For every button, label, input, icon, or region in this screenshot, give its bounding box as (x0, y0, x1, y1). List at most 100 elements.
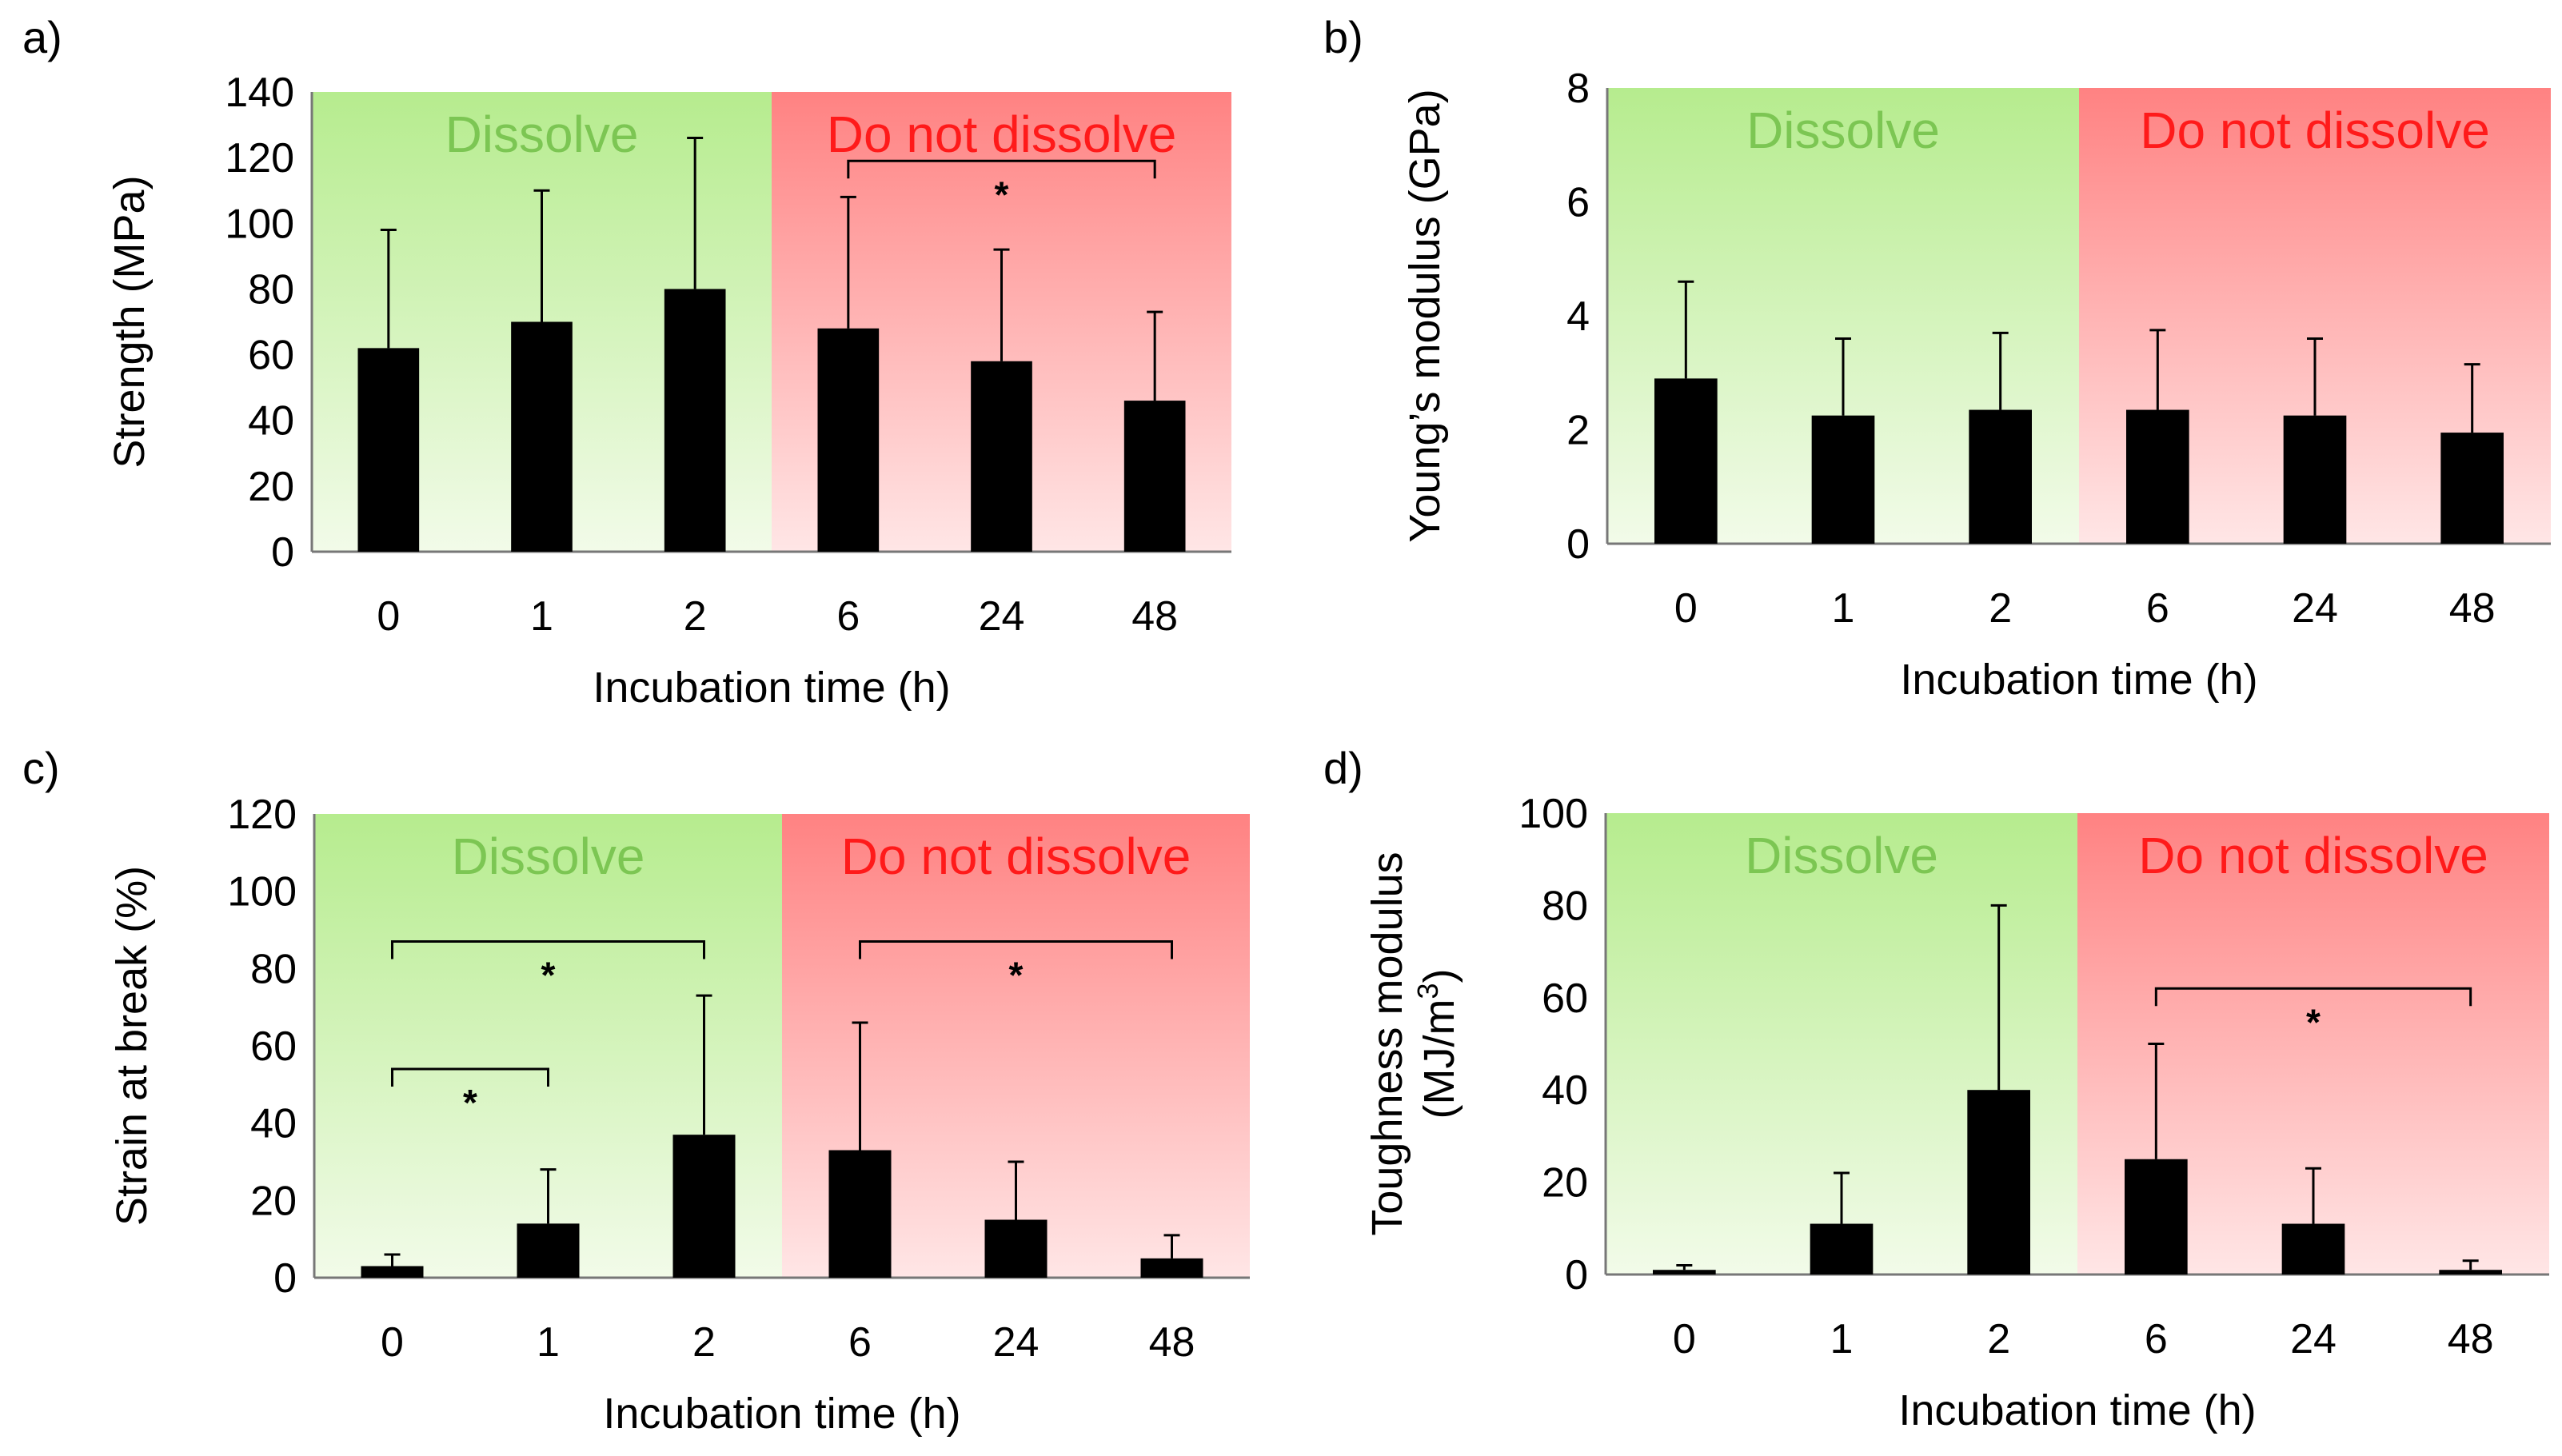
bar-48h (1123, 401, 1186, 552)
x-tick-label: 24 (993, 1319, 1040, 1366)
significance-star: * (541, 955, 556, 996)
y-tick-label: 0 (1565, 1252, 1588, 1298)
x-tick-label: 48 (2448, 1316, 2494, 1362)
y-tick-label: 60 (250, 1023, 297, 1070)
significance-bracket (391, 1067, 549, 1087)
x-tick-label: 6 (848, 1319, 872, 1366)
bar-24h (971, 361, 1032, 552)
panel-a: Dissolve Do not dissolve02040608010012014… (22, 12, 1231, 712)
x-tick-label: 2 (692, 1319, 716, 1366)
y-tick-label: 20 (248, 464, 294, 510)
dissolve-label: Dissolve (452, 828, 645, 885)
bar-2h (672, 1135, 736, 1278)
bar-2h (1969, 409, 2032, 544)
significance-star: * (463, 1082, 477, 1123)
y-tick-label: 6 (1566, 180, 1590, 226)
y-tick-label: 80 (1542, 883, 1588, 929)
significance-bracket (859, 940, 1173, 959)
y-tick-label: 0 (271, 529, 294, 576)
y-tick-label: 100 (225, 201, 294, 247)
x-axis-title: Incubation time (h) (603, 1390, 960, 1438)
significance-bracket (847, 159, 1156, 179)
bar-24h (2283, 415, 2347, 544)
y-tick-label: 0 (1566, 521, 1590, 568)
bar-2h (664, 289, 726, 552)
x-axis-title: Incubation time (h) (1900, 656, 2257, 704)
y-tick-label: 20 (250, 1178, 297, 1224)
dissolve-label: Dissolve (445, 106, 639, 163)
x-tick-label: 1 (530, 593, 553, 640)
y-axis-title: Strain at break (%) (108, 866, 156, 1226)
bar-1h (517, 1223, 580, 1278)
panel-letter: c) (22, 743, 60, 793)
x-tick-label: 48 (2449, 585, 2496, 632)
x-tick-label: 1 (1830, 1316, 1854, 1362)
not-dissolve-label: Do not dissolve (841, 828, 1191, 885)
y-axis-title-line1: Toughness modulus (1363, 852, 1411, 1235)
y-axis-title: Strength (MPa) (106, 175, 154, 468)
significance-star: * (995, 174, 1009, 215)
significance-bracket (391, 940, 705, 959)
y-tick-label: 60 (248, 333, 294, 379)
y-tick-label: 120 (225, 135, 294, 182)
dissolve-label: Dissolve (1745, 827, 1938, 884)
x-tick-label: 1 (1832, 585, 1855, 632)
dissolve-label: Dissolve (1746, 102, 1940, 159)
y-tick-label: 8 (1566, 66, 1590, 112)
y-tick-label: 100 (1518, 791, 1588, 837)
x-tick-label: 0 (377, 593, 400, 640)
y-axis-title: Young’s modulus (GPa) (1401, 89, 1449, 542)
y-tick-label: 20 (1542, 1160, 1588, 1207)
bar-6h (828, 1150, 892, 1278)
x-axis-title: Incubation time (h) (1898, 1386, 2256, 1434)
x-tick-label: 2 (684, 593, 707, 640)
bar-0h (361, 1266, 424, 1278)
bar-24h (2281, 1223, 2345, 1274)
bar-1h (1810, 1223, 1874, 1274)
bar-6h (2125, 1159, 2188, 1274)
x-tick-label: 1 (537, 1319, 560, 1366)
x-tick-label: 6 (2146, 585, 2169, 632)
bar-48h (2439, 1270, 2502, 1274)
bar-48h (2440, 433, 2504, 544)
not-dissolve-label: Do not dissolve (2138, 827, 2488, 884)
x-tick-label: 24 (2290, 1316, 2337, 1362)
y-tick-label: 2 (1566, 408, 1590, 454)
y-tick-label: 4 (1566, 293, 1590, 340)
x-tick-label: 48 (1131, 593, 1178, 640)
significance-star: * (2306, 1001, 2321, 1043)
y-tick-label: 40 (248, 398, 294, 445)
x-tick-label: 24 (979, 593, 1025, 640)
panel-c: Dissolve Do not dissolve 0 20 40 60 80 100 120 0 1… (22, 743, 1250, 1438)
bar-0h (357, 348, 420, 552)
bar-0h (1653, 1270, 1716, 1274)
x-tick-label: 6 (2145, 1316, 2168, 1362)
bar-1h (1811, 415, 1875, 544)
bar-48h (1140, 1258, 1203, 1278)
x-tick-label: 24 (2292, 585, 2338, 632)
bar-0h (1654, 378, 1718, 544)
x-tick-label: 2 (1989, 585, 2012, 632)
y-axis-title-line2: (MJ/m3) (1411, 969, 1463, 1119)
panel-letter: a) (22, 12, 62, 62)
panel-d: Dissolve Do not dissolve 0 20 40 60 80 100 0 1 2 6 2… (1323, 743, 2549, 1434)
bar-6h (817, 328, 880, 552)
not-dissolve-label: Do not dissolve (2140, 102, 2490, 159)
x-tick-label: 6 (836, 593, 860, 640)
y-tick-label: 120 (227, 792, 297, 838)
y-tick-label: 40 (250, 1101, 297, 1147)
bar-6h (2126, 409, 2189, 544)
x-tick-label: 48 (1149, 1319, 1195, 1366)
panel-letter: b) (1323, 12, 1363, 62)
y-tick-label: 0 (273, 1255, 297, 1302)
bar-24h (984, 1219, 1048, 1278)
y-tick-label: 100 (227, 869, 297, 915)
x-tick-label: 0 (1674, 585, 1698, 632)
bar-1h (511, 321, 573, 552)
bar-2h (1967, 1090, 2030, 1274)
significance-bracket (2154, 987, 2472, 1007)
panel-letter: d) (1323, 743, 1363, 793)
x-axis-title: Incubation time (h) (593, 664, 950, 712)
